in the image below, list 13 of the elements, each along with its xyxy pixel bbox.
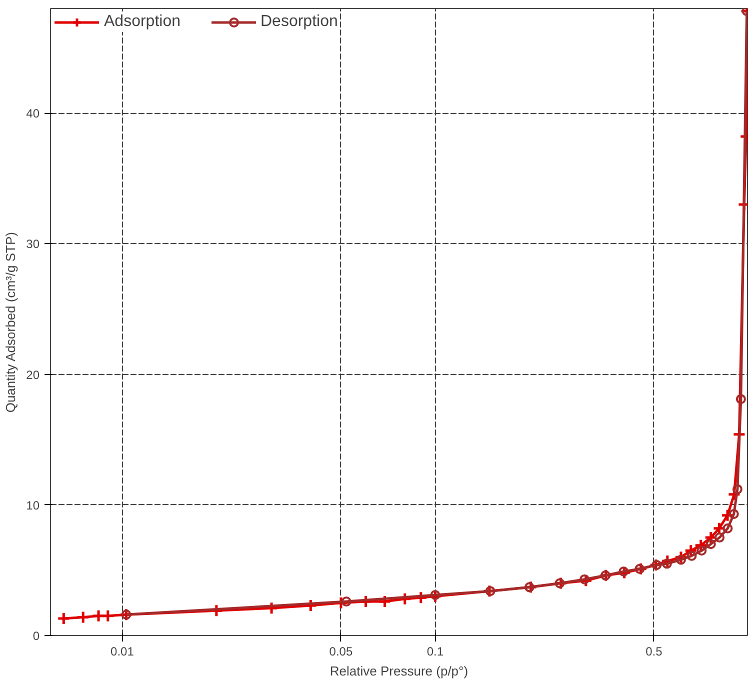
y-tick-label: 0 [32,629,40,643]
y-tick-label: 10 [26,498,40,512]
x-tick-label: 0.01 [110,644,134,658]
x-tick-label: 0.05 [329,644,353,658]
x-tick-label: 0.5 [646,644,663,658]
x-tick-label: 0.1 [426,644,444,658]
y-tick-label: 30 [26,237,40,252]
x-axis-title: Relative Pressure (p/p°) [330,664,468,678]
y-axis-title: Quantity Adsorbed (cm³/g STP) [3,232,18,413]
legend-label: Desorption [260,13,338,31]
y-tick-label: 40 [26,106,40,120]
y-tick-label: 20 [26,368,40,382]
legend-label: Adsorption [104,13,180,31]
